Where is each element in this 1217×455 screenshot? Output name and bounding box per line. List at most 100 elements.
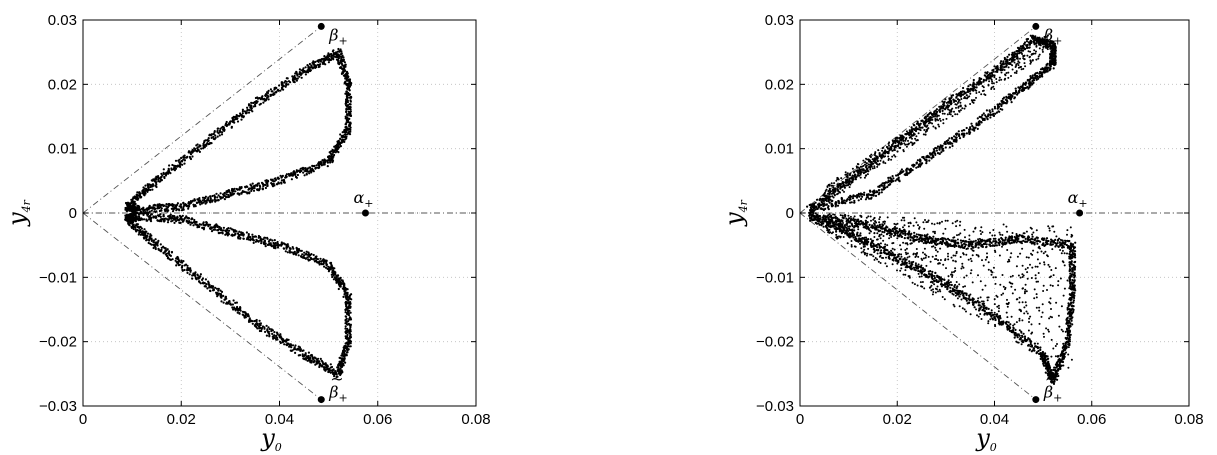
data-point	[921, 126, 924, 129]
data-point	[330, 365, 334, 369]
data-point	[1015, 91, 1018, 94]
data-point	[282, 247, 286, 250]
data-point	[209, 286, 212, 289]
data-point	[177, 257, 180, 260]
data-point	[142, 212, 145, 215]
data-point	[193, 274, 197, 277]
data-point	[1042, 70, 1045, 73]
data-point	[1037, 57, 1040, 60]
data-point	[210, 230, 214, 233]
data-point	[337, 287, 340, 291]
data-point	[217, 289, 220, 292]
data-point	[186, 155, 189, 158]
data-point	[327, 368, 330, 371]
data-point	[311, 357, 314, 360]
data-point	[324, 266, 328, 269]
data-point	[198, 150, 201, 153]
data-point	[255, 100, 259, 103]
data-point	[942, 118, 945, 121]
data-point	[340, 357, 343, 360]
data-point	[319, 63, 322, 66]
data-point	[261, 95, 264, 98]
data-point	[180, 156, 183, 160]
data-point	[281, 340, 284, 343]
data-point	[900, 141, 903, 144]
y-tick-label: 0	[69, 205, 77, 222]
data-point	[349, 333, 352, 336]
data-point	[915, 162, 918, 165]
data-point	[1008, 58, 1011, 62]
data-point	[153, 244, 156, 247]
data-point	[864, 198, 868, 201]
data-point	[278, 335, 281, 338]
data-point	[310, 64, 313, 67]
data-point	[980, 116, 983, 119]
data-point	[338, 361, 341, 364]
data-point	[1029, 75, 1032, 78]
data-point	[267, 89, 270, 92]
data-point	[257, 236, 260, 239]
data-point	[942, 105, 945, 109]
data-point	[349, 122, 352, 125]
data-point	[237, 309, 240, 312]
data-point	[1013, 51, 1016, 54]
data-point	[1039, 68, 1043, 71]
data-point	[286, 338, 289, 342]
data-point	[982, 79, 986, 82]
data-point	[225, 190, 228, 193]
data-point	[265, 324, 268, 327]
data-point	[228, 122, 231, 125]
data-point	[329, 261, 333, 264]
data-point	[313, 260, 316, 263]
data-point	[250, 184, 253, 187]
data-point	[319, 60, 322, 63]
data-point	[134, 226, 137, 229]
data-point	[870, 163, 873, 166]
data-point	[320, 263, 323, 266]
data-point	[341, 71, 344, 74]
x-tick-label: 0.04	[265, 411, 294, 428]
data-point	[293, 348, 296, 351]
data-point	[189, 269, 192, 272]
data-point	[869, 159, 871, 162]
data-point	[996, 107, 999, 110]
data-point	[963, 107, 966, 110]
data-point	[251, 182, 254, 185]
data-point	[346, 101, 349, 104]
data-point	[1010, 75, 1012, 77]
data-point	[298, 171, 302, 174]
data-point	[241, 313, 244, 316]
data-point	[841, 202, 844, 205]
data-point	[900, 136, 904, 139]
data-point	[177, 260, 180, 263]
data-point	[131, 225, 134, 228]
data-point	[906, 173, 909, 176]
data-point	[296, 251, 299, 254]
data-point	[344, 315, 347, 318]
data-point	[346, 313, 349, 316]
data-point	[1037, 77, 1040, 80]
data-point	[887, 155, 890, 158]
data-point	[295, 77, 298, 80]
data-point	[342, 283, 345, 286]
data-point	[832, 196, 835, 199]
x-axis-label-subscript: 0	[275, 441, 282, 454]
data-point	[280, 182, 283, 185]
data-point	[934, 115, 936, 118]
data-point	[155, 181, 158, 184]
data-point	[144, 184, 147, 187]
data-point	[271, 183, 274, 186]
data-point	[241, 112, 244, 115]
data-point	[165, 205, 168, 208]
data-point	[152, 179, 155, 182]
data-point	[936, 115, 938, 118]
data-point	[278, 84, 281, 87]
data-point	[1009, 95, 1012, 98]
data-point	[171, 219, 174, 222]
data-point	[1048, 62, 1051, 65]
data-point	[819, 207, 822, 210]
data-point	[344, 82, 347, 85]
data-point	[189, 153, 193, 156]
data-point	[306, 253, 310, 256]
